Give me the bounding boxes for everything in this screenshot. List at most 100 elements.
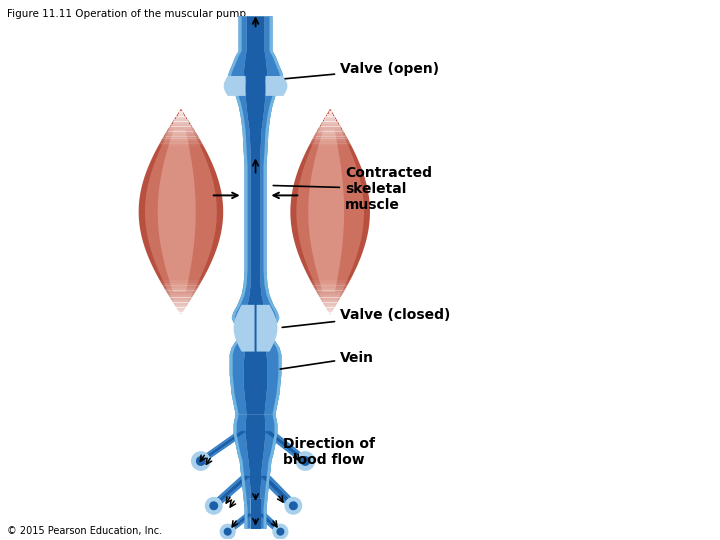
Polygon shape xyxy=(264,514,286,532)
Bar xyxy=(324,305,336,308)
Circle shape xyxy=(276,528,284,536)
Polygon shape xyxy=(266,76,287,96)
Bar xyxy=(328,312,332,315)
Circle shape xyxy=(220,524,235,539)
Polygon shape xyxy=(208,476,254,506)
Bar xyxy=(166,293,196,295)
Bar xyxy=(321,124,340,126)
Polygon shape xyxy=(208,476,245,506)
Bar xyxy=(319,298,341,300)
Bar xyxy=(327,310,333,313)
Polygon shape xyxy=(290,109,370,315)
Polygon shape xyxy=(243,499,267,529)
Polygon shape xyxy=(228,16,248,414)
Bar xyxy=(158,144,203,146)
Bar xyxy=(321,300,340,303)
Polygon shape xyxy=(198,431,246,461)
Bar xyxy=(160,282,202,286)
Polygon shape xyxy=(145,109,217,315)
Circle shape xyxy=(300,456,310,466)
Bar xyxy=(171,124,191,126)
Polygon shape xyxy=(228,16,283,414)
Polygon shape xyxy=(261,431,311,461)
Polygon shape xyxy=(248,461,263,499)
Bar xyxy=(174,119,188,122)
Bar xyxy=(313,136,347,139)
Polygon shape xyxy=(243,16,267,414)
Polygon shape xyxy=(271,431,311,461)
Circle shape xyxy=(272,524,289,539)
Polygon shape xyxy=(195,431,240,461)
Polygon shape xyxy=(264,431,308,461)
Polygon shape xyxy=(297,109,364,315)
Bar xyxy=(176,116,186,119)
Bar xyxy=(325,307,335,310)
Polygon shape xyxy=(256,476,290,506)
Text: Valve (closed): Valve (closed) xyxy=(282,308,451,327)
Bar xyxy=(178,310,184,313)
Polygon shape xyxy=(234,305,255,352)
Bar xyxy=(163,136,199,139)
Bar xyxy=(319,126,341,129)
Text: Figure 11.11 Operation of the muscular pump.: Figure 11.11 Operation of the muscular p… xyxy=(6,9,249,19)
Polygon shape xyxy=(264,461,271,499)
Circle shape xyxy=(204,497,222,515)
Polygon shape xyxy=(246,414,266,461)
Polygon shape xyxy=(234,414,248,461)
Bar xyxy=(312,285,348,288)
Polygon shape xyxy=(261,499,267,529)
Polygon shape xyxy=(234,414,243,461)
Polygon shape xyxy=(264,499,267,529)
Bar xyxy=(173,302,189,306)
Bar xyxy=(324,119,336,122)
Polygon shape xyxy=(195,431,250,461)
Bar xyxy=(323,302,338,306)
Polygon shape xyxy=(255,514,286,532)
Bar xyxy=(176,307,186,310)
Polygon shape xyxy=(243,499,248,529)
Bar xyxy=(158,280,203,283)
Bar xyxy=(318,129,343,132)
Bar xyxy=(171,300,191,303)
Polygon shape xyxy=(269,414,277,461)
Polygon shape xyxy=(251,499,261,529)
Polygon shape xyxy=(255,514,278,532)
Polygon shape xyxy=(230,514,256,532)
Polygon shape xyxy=(240,461,251,499)
Bar xyxy=(169,126,192,129)
Polygon shape xyxy=(211,476,251,506)
Polygon shape xyxy=(158,130,196,292)
Bar xyxy=(160,141,202,144)
Bar xyxy=(161,285,200,288)
Polygon shape xyxy=(203,431,250,461)
Polygon shape xyxy=(224,76,246,96)
Polygon shape xyxy=(234,414,277,461)
Bar xyxy=(166,131,196,134)
Polygon shape xyxy=(266,476,300,506)
Polygon shape xyxy=(256,476,300,506)
Polygon shape xyxy=(225,514,253,532)
Bar xyxy=(179,312,183,315)
Polygon shape xyxy=(139,109,223,315)
Text: Vein: Vein xyxy=(280,350,374,369)
Polygon shape xyxy=(256,305,277,352)
Bar xyxy=(179,111,183,114)
Bar xyxy=(328,111,332,114)
Polygon shape xyxy=(261,476,296,506)
Polygon shape xyxy=(222,514,248,532)
Bar xyxy=(165,133,197,137)
Circle shape xyxy=(284,497,302,515)
Bar xyxy=(315,290,346,293)
Polygon shape xyxy=(222,514,256,532)
Bar xyxy=(161,138,200,141)
Bar xyxy=(174,305,188,308)
Polygon shape xyxy=(261,16,283,414)
Circle shape xyxy=(295,451,315,471)
Circle shape xyxy=(196,456,206,466)
Bar xyxy=(310,282,350,286)
Circle shape xyxy=(210,501,218,510)
Bar xyxy=(309,144,351,146)
Polygon shape xyxy=(261,431,302,461)
Polygon shape xyxy=(264,16,283,414)
Polygon shape xyxy=(263,414,277,461)
